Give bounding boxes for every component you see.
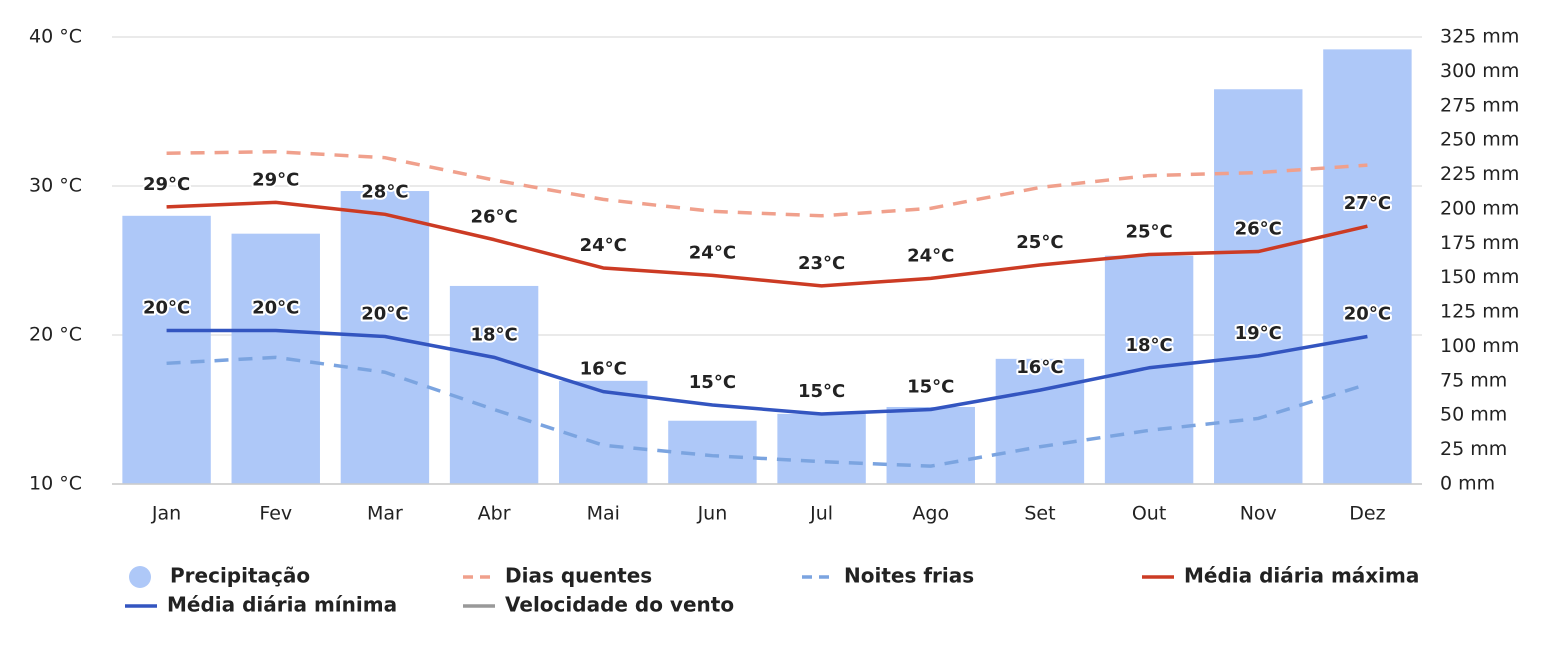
data-label: 18°C	[470, 324, 517, 345]
data-label: 20°C	[252, 298, 299, 319]
data-label: 18°C	[1125, 335, 1172, 356]
y2-tick-label: 150 mm	[1440, 266, 1519, 288]
x-tick-label: Jan	[151, 503, 181, 525]
legend-label[interactable]: Média diária mínima	[167, 593, 397, 617]
legend-label[interactable]: Dias quentes	[505, 564, 652, 588]
y2-tick-label: 325 mm	[1440, 26, 1519, 48]
data-label: 28°C	[361, 181, 408, 202]
data-label: 15°C	[907, 377, 954, 398]
y2-tick-label: 300 mm	[1440, 60, 1519, 82]
bar	[1104, 255, 1194, 484]
data-label: 16°C	[1016, 357, 1063, 378]
line	[166, 328, 1368, 416]
x-tick-label: Fev	[259, 503, 292, 525]
bar	[886, 406, 975, 484]
y2-tick-label: 200 mm	[1440, 197, 1519, 219]
y2-tick-label: 225 mm	[1440, 163, 1519, 185]
data-label: 20°C	[361, 303, 408, 324]
line	[166, 355, 1368, 468]
data-label: 24°C	[907, 245, 954, 266]
x-tick-label: Jul	[809, 503, 833, 525]
y2-tick-label: 250 mm	[1440, 129, 1519, 151]
line	[166, 200, 1368, 288]
y-tick-label: 20 °C	[29, 324, 82, 346]
data-label: 15°C	[798, 381, 845, 402]
legend-label[interactable]: Noites frias	[844, 564, 974, 588]
line	[166, 149, 1368, 218]
x-tick-label: Out	[1132, 503, 1166, 525]
legend-label[interactable]: Velocidade do vento	[505, 593, 734, 617]
bar	[559, 380, 648, 484]
x-tick-label: Nov	[1240, 503, 1277, 525]
y2-tick-label: 275 mm	[1440, 94, 1519, 116]
data-label: 20°C	[1344, 303, 1391, 324]
data-label: 26°C	[470, 207, 517, 228]
y-tick-label: 30 °C	[29, 175, 82, 197]
x-tick-label: Jun	[697, 503, 728, 525]
bar	[449, 285, 539, 484]
y2-tick-label: 50 mm	[1440, 404, 1507, 426]
y2-tick-label: 125 mm	[1440, 301, 1519, 323]
y-tick-label: 10 °C	[29, 473, 82, 495]
y2-tick-label: 25 mm	[1440, 438, 1507, 460]
bar	[777, 413, 866, 484]
data-label: 20°C	[143, 298, 190, 319]
y-tick-label: 40 °C	[29, 26, 82, 48]
legend-swatch	[129, 566, 151, 588]
bar	[995, 358, 1085, 484]
data-label: 23°C	[798, 253, 845, 274]
data-label: 25°C	[1125, 222, 1172, 243]
x-tick-label: Mai	[587, 503, 620, 525]
data-label: 19°C	[1235, 323, 1282, 344]
y2-tick-label: 100 mm	[1440, 335, 1519, 357]
y2-tick-label: 0 mm	[1440, 473, 1495, 495]
y2-tick-label: 175 mm	[1440, 232, 1519, 254]
x-tick-label: Dez	[1349, 503, 1385, 525]
y2-tick-label: 75 mm	[1440, 369, 1507, 391]
data-label: 29°C	[252, 169, 299, 190]
legend-label[interactable]: Média diária máxima	[1184, 564, 1419, 588]
bar	[1323, 49, 1412, 485]
data-label: 24°C	[580, 235, 627, 256]
data-label: 24°C	[689, 242, 736, 263]
data-label: 26°C	[1235, 219, 1282, 240]
x-tick-label: Set	[1024, 503, 1055, 525]
data-label: 16°C	[580, 359, 627, 380]
bar	[1214, 89, 1303, 484]
data-label: 25°C	[1016, 232, 1063, 253]
x-tick-label: Ago	[912, 503, 949, 525]
legend-label[interactable]: Precipitação	[170, 564, 310, 588]
bar	[122, 215, 211, 485]
data-label: 27°C	[1344, 193, 1391, 214]
data-label: 29°C	[143, 174, 190, 195]
x-tick-label: Abr	[478, 503, 511, 525]
x-tick-label: Mar	[367, 503, 403, 525]
data-label: 15°C	[689, 372, 736, 393]
